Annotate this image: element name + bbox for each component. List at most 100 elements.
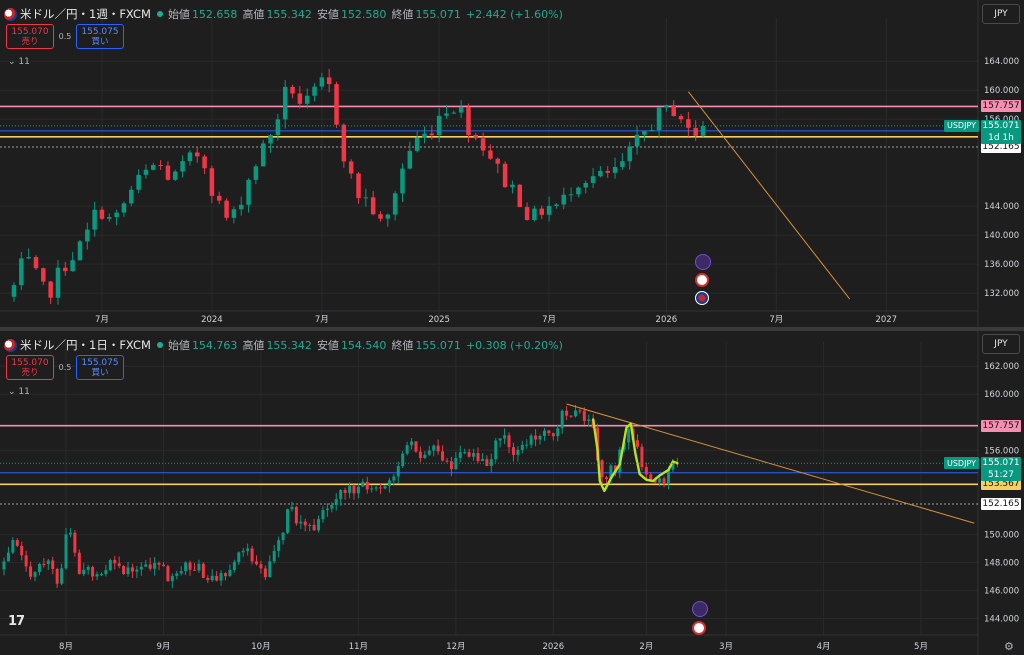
candle-body	[427, 450, 431, 455]
target-event-icon[interactable]	[692, 621, 706, 635]
candle-body	[503, 435, 507, 439]
candle-body	[29, 566, 33, 577]
tradingview-logo-icon[interactable]: 17	[8, 614, 25, 629]
market-open-dot-icon	[156, 342, 163, 348]
y-tick-label: 132.000	[984, 289, 1019, 299]
indicators-toggle[interactable]: ⌄ 11	[8, 387, 30, 397]
candle-body	[590, 176, 596, 183]
lightning-event-icon[interactable]	[692, 601, 708, 617]
candle-body	[356, 486, 360, 494]
currency-button[interactable]: JPY	[982, 334, 1020, 354]
candle-body	[649, 130, 654, 132]
candle-body	[449, 461, 453, 470]
candle-body	[488, 150, 493, 159]
candle-body	[576, 187, 581, 195]
candle-body	[299, 521, 303, 524]
candle-body	[620, 161, 625, 167]
candle-body	[260, 143, 266, 167]
weekly-chart-canvas[interactable]: 7月 2024 7月 2025 7月 2026 7月 2027 164.000 160.000 15…	[0, 0, 1024, 327]
candle-body	[281, 532, 285, 541]
candle-body	[139, 566, 143, 570]
pane-divider[interactable]	[0, 327, 1024, 331]
high-label: 高値	[242, 8, 265, 21]
buy-button[interactable]: 155.075 買い	[76, 24, 124, 49]
buy-label: 買い	[91, 36, 109, 47]
daily-chart-pane[interactable]: 8月 9月 10月 11月 12月 2026 2月 3月 4月 5月 162.000 160.000 1…	[0, 331, 1024, 655]
candle-body	[175, 573, 179, 576]
candle-body	[422, 133, 427, 138]
candle-body	[498, 438, 502, 441]
candle-body	[480, 459, 484, 462]
candle-body	[184, 562, 188, 572]
y-tick-label: 140.000	[984, 231, 1019, 241]
candle-body	[387, 480, 391, 487]
weekly-chart-pane[interactable]: 7月 2024 7月 2025 7月 2026 7月 2027 164.000 160.000 15…	[0, 0, 1024, 327]
candle-body	[187, 152, 193, 162]
candle-body	[197, 563, 201, 571]
candle-body	[216, 195, 222, 201]
candle-body	[517, 184, 523, 208]
buy-button[interactable]: 155.075 買い	[76, 355, 124, 380]
sell-button[interactable]: 155.070 売り	[6, 355, 54, 380]
candle-body	[582, 410, 586, 421]
candle-body	[95, 574, 99, 577]
sell-button[interactable]: 155.070 売り	[6, 24, 54, 49]
candle-body	[561, 194, 566, 205]
candle-body	[686, 119, 691, 128]
candle-body	[374, 487, 378, 489]
candle-body	[317, 519, 321, 531]
candle-body	[136, 174, 141, 190]
symbol-price-label: USDJPY	[944, 119, 979, 132]
x-tick-label: 2026	[656, 315, 678, 325]
daily-chart-canvas[interactable]: 8月 9月 10月 11月 12月 2026 2月 3月 4月 5月 162.000 160.000 1…	[0, 331, 1024, 655]
candle-body	[166, 566, 170, 582]
chart-title[interactable]: 米ドル／円・1週・FXCM	[20, 7, 151, 21]
indicators-toggle[interactable]: ⌄ 11	[8, 57, 30, 67]
candle-body	[321, 510, 325, 520]
candle-body	[458, 107, 464, 113]
candle-body	[568, 194, 574, 196]
candle-body	[693, 127, 698, 136]
chart-title[interactable]: 米ドル／円・1日・FXCM	[20, 338, 151, 352]
change-value: +2.442 (+1.60%)	[465, 7, 563, 21]
candle-body	[356, 173, 361, 199]
candle-body	[414, 137, 420, 151]
candle-body	[613, 465, 617, 473]
level-price-badge: 153.567	[981, 478, 1021, 491]
candle-body	[330, 504, 334, 509]
candle-body	[130, 567, 134, 572]
spread-value: 0.5	[58, 363, 72, 372]
low-label: 安値	[316, 339, 339, 352]
candle-body	[33, 572, 37, 577]
candle-body	[627, 146, 632, 162]
candle-body	[157, 562, 161, 565]
open-label: 始値	[167, 339, 190, 352]
settings-gear-icon[interactable]: ⚙	[1004, 640, 1014, 653]
candle-body	[60, 568, 64, 584]
candle-body	[410, 441, 414, 446]
candle-body	[343, 489, 347, 493]
candle-body	[11, 285, 17, 297]
candle-body	[587, 419, 591, 421]
candle-body	[700, 125, 706, 136]
candle-body	[263, 568, 267, 578]
buy-price: 155.075	[81, 26, 119, 37]
candle-body	[158, 165, 163, 167]
candle-body	[451, 112, 457, 114]
us-flag-event-icon[interactable]	[695, 291, 709, 305]
high-value: 155.342	[266, 7, 312, 21]
close-value: 155.071	[415, 338, 461, 352]
candle-body	[312, 86, 317, 96]
currency-button[interactable]: JPY	[982, 4, 1020, 24]
candle-body	[605, 170, 610, 173]
candle-body	[538, 435, 542, 440]
candle-body	[598, 170, 603, 177]
candle-body	[63, 267, 68, 272]
sell-price: 155.070	[11, 357, 49, 368]
lightning-event-icon[interactable]	[695, 254, 711, 270]
candle-body	[55, 267, 61, 298]
candle-body	[303, 521, 307, 526]
candle-body	[334, 499, 338, 505]
candle-body	[114, 212, 119, 217]
target-event-icon[interactable]	[695, 273, 709, 287]
